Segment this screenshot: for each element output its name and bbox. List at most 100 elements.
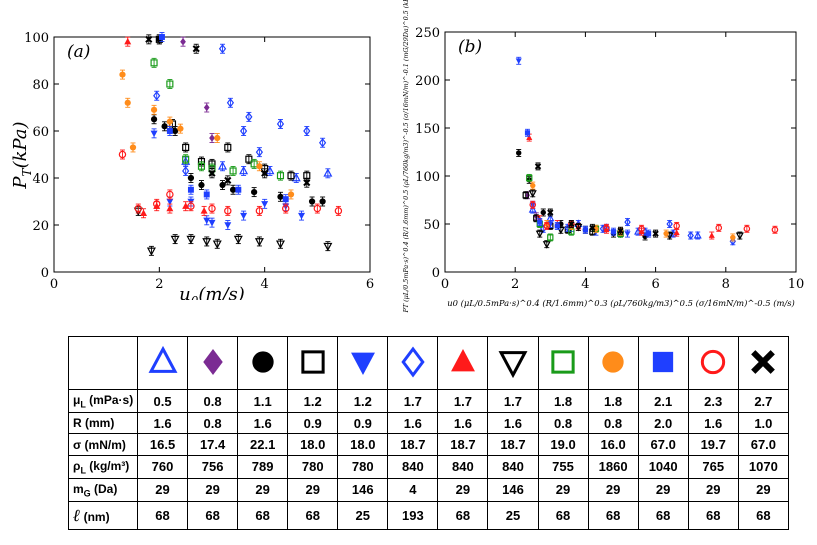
table-cell: 2.7 (737, 388, 790, 414)
data-point-s8 (254, 238, 264, 247)
data-point-s1 (181, 156, 191, 165)
data-point-s11 (187, 186, 194, 193)
data-point-s12 (134, 204, 142, 213)
legend-marker-s11 (653, 351, 674, 372)
table-cell: 25 (337, 501, 389, 530)
x-tick-label: 2 (511, 277, 519, 292)
data-point-s11 (235, 186, 242, 193)
table-cell: 1040 (637, 454, 689, 479)
data-point-s8 (665, 232, 674, 241)
data-point-s6 (276, 119, 285, 129)
data-point-s8 (212, 240, 222, 249)
table-cell: 1.7 (437, 388, 489, 414)
parameter-row: ℓ (nm) 68 68 68 68 25 193 68 25 68 68 68 68 68 (68, 501, 790, 530)
data-point-s10 (530, 182, 536, 189)
legend-symbol-cell (387, 336, 439, 390)
table-cell: 68 (537, 501, 589, 530)
table-cell: 1860 (587, 454, 639, 479)
legend-marker-s4 (301, 349, 325, 374)
table-cell: 1.7 (387, 388, 439, 414)
legend-marker-s2 (202, 348, 223, 375)
data-point-s5 (515, 58, 522, 65)
data-point-s10 (663, 230, 669, 237)
legend-symbol-cell (487, 336, 539, 390)
data-point-s1 (239, 165, 249, 175)
data-point-s8 (535, 230, 544, 239)
data-point-s13 (208, 169, 216, 177)
table-cell: 29 (687, 477, 739, 503)
table-cell: 780 (337, 454, 389, 479)
row-header-subscript: G (83, 488, 91, 499)
table-cell: 68 (737, 501, 790, 530)
data-point-s5 (203, 217, 211, 225)
row-header-units: (kg/m³) (85, 458, 130, 473)
data-point-s13 (617, 227, 624, 234)
legend-symbol-s10 (602, 350, 624, 373)
data-point-s10 (730, 234, 736, 241)
data-point-s8 (323, 242, 333, 252)
symbol-row (68, 336, 790, 390)
data-point-s11 (537, 219, 543, 225)
legend-marker-s3 (251, 350, 274, 373)
y-tick-label: 50 (423, 218, 440, 233)
data-point-s12 (529, 201, 537, 209)
parameter-row: μL (mPa·s) 0.5 0.8 1.1 1.2 1.2 1.7 1.7 1.7 1.8 1.8… (68, 388, 790, 414)
data-point-s3 (172, 127, 179, 135)
data-point-s3 (319, 198, 326, 205)
data-point-s8 (735, 232, 744, 241)
data-point-s8 (146, 247, 156, 256)
data-point-s3 (540, 209, 546, 216)
table-cell: 765 (687, 454, 739, 479)
data-point-s11 (524, 130, 531, 136)
data-point-s3 (277, 193, 284, 200)
table-cell: 1.6 (136, 412, 189, 435)
table-cell: 29 (737, 477, 790, 503)
data-point-s6 (218, 43, 227, 54)
data-point-s10 (177, 125, 184, 132)
data-point-s12 (166, 190, 174, 199)
data-point-s13 (261, 169, 269, 177)
legend-symbol-cell (737, 336, 790, 390)
data-point-s13 (589, 224, 596, 232)
data-point-s10 (256, 163, 263, 170)
legend-marker-s1 (148, 345, 177, 373)
data-point-s4 (287, 172, 295, 180)
data-point-s13 (568, 220, 575, 228)
data-point-s11 (554, 223, 560, 229)
legend-marker-s10 (602, 350, 624, 373)
legend-symbol-s4 (301, 349, 325, 374)
table-cell: 22.1 (237, 433, 289, 456)
data-point-s7 (166, 204, 174, 212)
data-point-s6 (687, 231, 694, 240)
data-point-s5 (166, 198, 174, 206)
data-point-s6 (255, 147, 264, 157)
table-cell: 2.1 (637, 388, 689, 414)
legend-symbol-s9 (551, 349, 575, 374)
data-point-s9 (150, 59, 158, 67)
data-point-s11 (610, 229, 617, 235)
data-point-s2 (209, 134, 215, 142)
row-header-symbol: ℓ (73, 505, 81, 526)
table-cell: 0.8 (187, 388, 239, 414)
data-point-s12 (282, 204, 290, 213)
data-point-s3 (251, 188, 258, 196)
data-point-s11 (282, 196, 289, 203)
parameter-row: ρL (kg/m³) 760 756 789 780 780 840 840 840 755 186… (68, 454, 790, 479)
table-cell: 1.2 (287, 388, 339, 414)
y-tick-label: 100 (24, 31, 49, 46)
legend-marker-s8 (498, 350, 528, 378)
x-tick-label: 2 (155, 277, 163, 292)
data-point-s5 (261, 201, 269, 208)
table-cell: 29 (587, 477, 639, 503)
legend-symbol-s13 (751, 349, 776, 374)
row-header: ℓ (nm) (68, 501, 138, 530)
data-point-s9 (526, 174, 533, 182)
table-cell: 29 (187, 477, 239, 503)
table-cell: 68 (587, 501, 639, 530)
x-tick-label: 4 (581, 277, 589, 292)
table-cell: 18.7 (387, 433, 439, 456)
data-point-s3 (150, 116, 158, 123)
data-point-s6 (303, 126, 311, 136)
data-point-s5 (208, 219, 216, 227)
